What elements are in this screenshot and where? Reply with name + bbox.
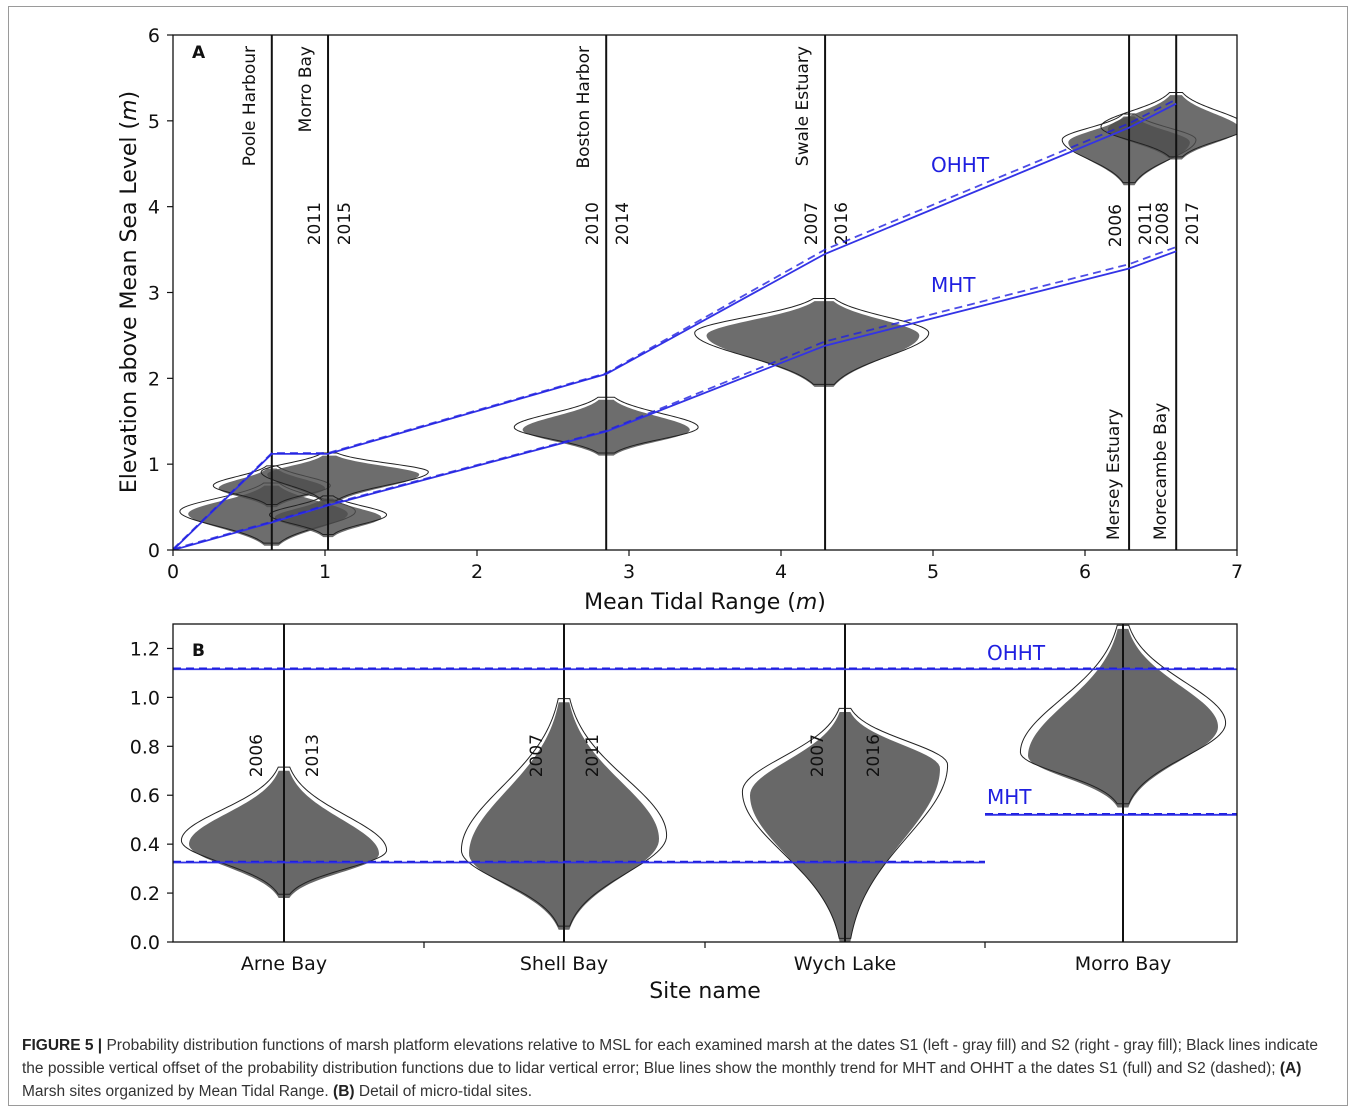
date-right-3: 2016	[832, 202, 852, 245]
y-tick-label-b-5: 1.0	[130, 687, 160, 709]
mht-label-a: MHT	[931, 273, 976, 297]
x-axis-label-b: Site name	[649, 979, 761, 1004]
y-axis-label-a: Elevation above Mean Sea Level (m)	[117, 91, 142, 493]
y-tick-label-b-2: 0.4	[130, 834, 160, 856]
date-right-b-2: 2016	[864, 734, 884, 777]
ohht-label-b: OHHT	[987, 641, 1046, 665]
date-right-4: 2011	[1136, 202, 1156, 245]
series-dashed-OHHT	[173, 98, 1177, 550]
caption-text-a: Marsh sites organized by Mean Tidal Rang…	[22, 1083, 334, 1100]
figure-caption: FIGURE 5 | Probability distribution func…	[22, 1034, 1332, 1103]
caption-panel-b: (B)	[333, 1083, 355, 1100]
panel-a-label: A	[192, 43, 206, 63]
date-right-b-1: 2011	[583, 734, 603, 777]
date-left-b-1: 2007	[527, 734, 547, 777]
date-left-b-2: 2007	[808, 734, 828, 777]
y-tick-label-a-1: 1	[148, 454, 160, 476]
violin-a-0	[188, 485, 348, 546]
panel-b-frame	[172, 623, 1238, 943]
violin-outline-a-4	[513, 396, 699, 454]
caption-lead: FIGURE 5 |	[22, 1037, 103, 1054]
x-axis-label-a: Mean Tidal Range (m)	[584, 590, 826, 615]
y-tick-label-a-6: 6	[148, 25, 160, 47]
site-label-3: Swale Estuary	[793, 46, 813, 166]
x-tick-label-a-5: 5	[927, 561, 939, 583]
x-tick-label-a-7: 7	[1231, 561, 1243, 583]
y-tick-label-a-4: 4	[148, 197, 160, 219]
panel-b-chart: 0.0 0.2 0.4 0.6 0.8 1.0 1.2 Arne Bay 2006 2013 She…	[130, 623, 1238, 1004]
violin-outline-a-5	[694, 298, 930, 385]
panel-b-label: B	[192, 641, 205, 661]
y-tick-label-b-4: 0.8	[130, 736, 160, 758]
violin-outline-b-0	[180, 766, 388, 895]
x-tick-label-b-1: Shell Bay	[520, 953, 608, 975]
site-label-4: Mersey Estuary	[1104, 409, 1124, 540]
series-dashed-MHT	[173, 246, 1177, 550]
x-tick-label-b-3: Morro Bay	[1075, 953, 1171, 975]
caption-panel-a: (A)	[1279, 1060, 1302, 1077]
site-label-1: Morro Bay	[296, 46, 316, 132]
date-right-b-0: 2013	[303, 734, 323, 777]
violin-outline-b-2	[741, 707, 949, 939]
caption-text-b: Detail of micro-tidal sites.	[354, 1083, 533, 1100]
x-tick-label-b-2: Wych Lake	[794, 953, 896, 975]
x-tick-label-a-3: 3	[623, 561, 635, 583]
y-tick-label-a-2: 2	[148, 368, 160, 390]
date-right-5: 2017	[1183, 202, 1203, 245]
date-left-2: 2010	[583, 202, 603, 245]
date-left-b-0: 2006	[247, 734, 267, 777]
site-label-2: Boston Harbor	[574, 46, 594, 169]
site-label-5: Morecambe Bay	[1151, 403, 1171, 540]
x-tick-label-a-2: 2	[471, 561, 483, 583]
site-label-0: Poole Harbour	[240, 46, 260, 166]
y-tick-label-b-6: 1.2	[130, 638, 160, 660]
x-tick-label-a-1: 1	[319, 561, 331, 583]
y-tick-label-b-0: 0.0	[130, 932, 160, 954]
y-tick-label-b-3: 0.6	[130, 785, 160, 807]
mht-label-b: MHT	[987, 785, 1032, 809]
caption-text: Probability distribution functions of ma…	[22, 1037, 1318, 1077]
x-tick-label-a-6: 6	[1079, 561, 1091, 583]
date-left-3: 2007	[802, 202, 822, 245]
date-right-2: 2014	[613, 202, 633, 245]
violin-outline-a-3	[269, 495, 388, 536]
date-left-5: 2008	[1153, 202, 1173, 245]
violin-outline-a-7	[1100, 92, 1237, 158]
date-left-4: 2006	[1106, 204, 1126, 247]
figure-frame	[8, 6, 1348, 1106]
ohht-label-a: OHHT	[931, 153, 990, 177]
x-tick-label-a-0: 0	[167, 561, 179, 583]
violin-outline-b-1	[460, 698, 668, 927]
date-left-1: 2011	[305, 202, 325, 245]
y-tick-label-a-0: 0	[148, 540, 160, 562]
x-tick-label-b-0: Arne Bay	[241, 953, 327, 975]
date-right-1: 2015	[335, 202, 355, 245]
violin-outline-b-3	[1019, 624, 1227, 805]
violin-a-5	[706, 301, 920, 387]
y-tick-label-a-5: 5	[148, 111, 160, 133]
y-tick-label-b-1: 0.2	[130, 883, 160, 905]
x-tick-label-a-4: 4	[775, 561, 787, 583]
y-tick-label-a-3: 3	[148, 283, 160, 305]
